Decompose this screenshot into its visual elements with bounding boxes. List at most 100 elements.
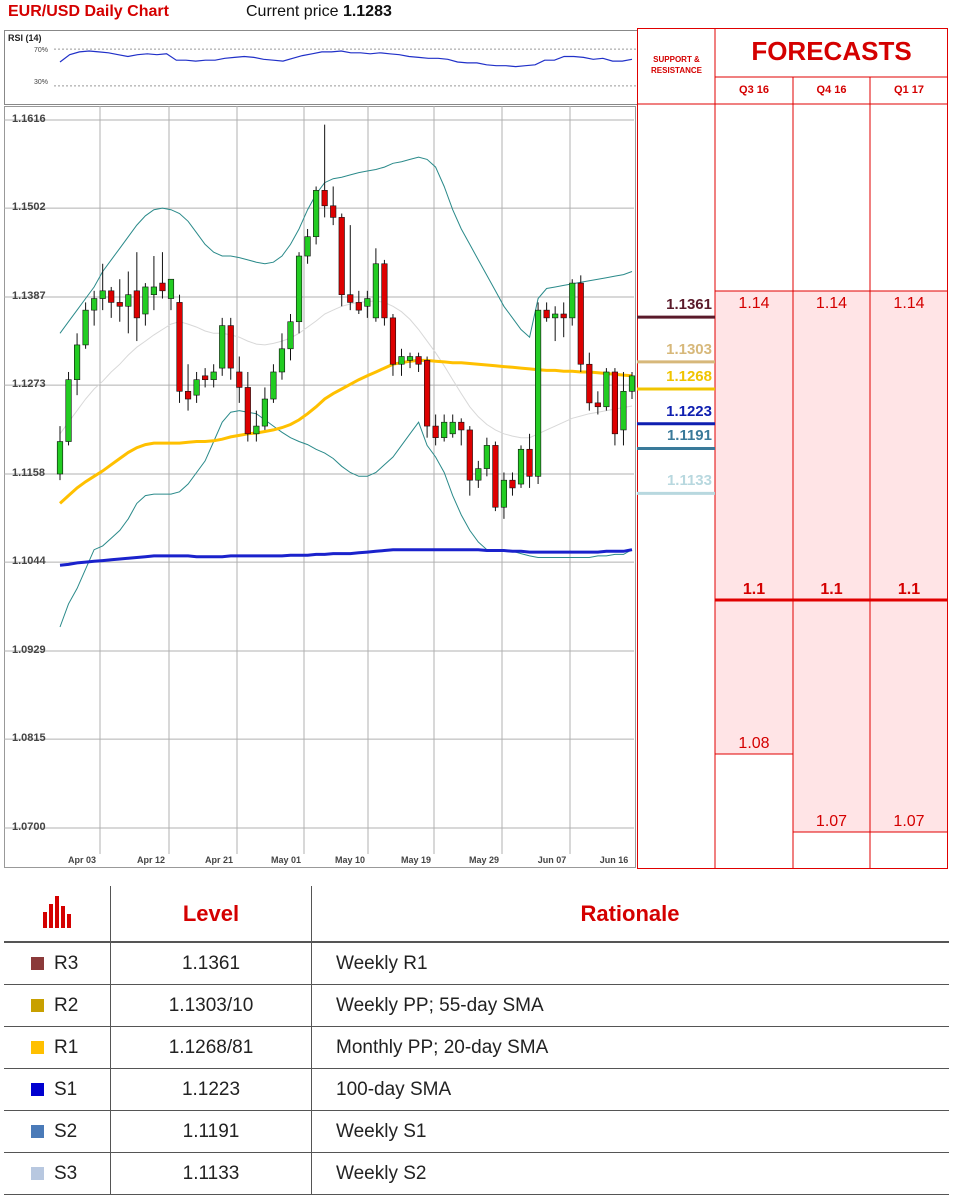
level-color-swatch: [31, 956, 44, 970]
level-rationale: Weekly S2: [311, 1152, 949, 1195]
candle-body: [210, 371, 217, 381]
candle-body: [432, 425, 439, 438]
bollinger-lower-line: [59, 410, 633, 628]
candle-body: [142, 286, 149, 315]
candle-body: [108, 290, 115, 303]
y-tick-label: 1.1502: [12, 201, 46, 213]
candle-body: [321, 190, 328, 207]
candle-body: [372, 263, 379, 319]
level-value: 1.1268/81: [110, 1026, 312, 1069]
table-row: S1 1.1223 100-day SMA: [4, 1068, 949, 1111]
level-value: 1.1223: [110, 1068, 312, 1111]
level-value: 1.1191: [110, 1110, 312, 1153]
candle-body: [441, 421, 448, 438]
candle-body: [125, 294, 132, 307]
candle-body: [509, 479, 516, 489]
rationale-header: Rationale: [311, 886, 949, 943]
candle-body: [526, 448, 533, 477]
y-tick-label: 1.1044: [12, 555, 47, 567]
sr-level-label: 1.1223: [666, 402, 712, 420]
candle-body: [56, 441, 64, 475]
table-row: R1 1.1268/81 Monthly PP; 20-day SMA: [4, 1026, 949, 1069]
candle-body: [466, 429, 473, 481]
level-name-cell: R1: [4, 1026, 111, 1069]
candle-body: [586, 363, 593, 404]
level-name-cell: S3: [4, 1152, 111, 1195]
y-tick-label: 1.1273: [12, 378, 46, 390]
level-name: S2: [54, 1120, 78, 1142]
forecast-q1-low: 1.07: [893, 813, 925, 830]
candle-body: [244, 387, 251, 435]
forecast-q3-top: 1.14: [738, 295, 770, 312]
current-price: Current price 1.1283: [246, 3, 392, 21]
chart-title: EUR/USD Daily Chart: [8, 3, 169, 20]
rsi-panel: [4, 30, 638, 105]
forecast-q4-mid: 1.1: [820, 581, 843, 598]
forecasts-title-text: FORECASTS: [751, 36, 912, 66]
candle-body: [184, 390, 192, 400]
candle-body: [193, 379, 200, 396]
y-tick-label: 1.1616: [12, 113, 46, 125]
candle-body: [278, 348, 286, 373]
candle-body: [483, 445, 490, 469]
forecast-q1-mid: 1.1: [897, 581, 921, 598]
level-rationale: Monthly PP; 20-day SMA: [311, 1026, 949, 1069]
x-tick-label: Jun 16: [600, 855, 629, 865]
forecast-q4-top: 1.14: [815, 295, 848, 312]
x-tick-label: May 10: [335, 855, 365, 865]
level-name-cell: R3: [4, 942, 111, 985]
candle-body: [270, 371, 277, 400]
level-value: 1.1303/10: [110, 984, 312, 1027]
level-name: R3: [54, 952, 79, 974]
candle-body: [304, 236, 311, 257]
candle-body: [415, 356, 422, 365]
candle-body: [475, 468, 482, 481]
forecasts-title: FORECASTS: [715, 36, 948, 67]
level-color-swatch: [31, 1124, 44, 1138]
candle-body: [150, 286, 157, 295]
candle-body: [458, 421, 465, 431]
candle-body: [364, 298, 371, 307]
sr-level-label: 1.1303: [666, 340, 712, 358]
quarter-q1: Q1 17: [894, 84, 924, 96]
table-row: R2 1.1303/10 Weekly PP; 55-day SMA: [4, 984, 949, 1027]
candle-body: [449, 421, 456, 435]
candle-body: [159, 282, 166, 292]
x-tick-label: Apr 03: [68, 855, 96, 865]
level-name: R1: [54, 1036, 79, 1058]
x-tick-label: May 29: [469, 855, 499, 865]
x-tick-label: Apr 12: [137, 855, 165, 865]
candle-body: [227, 325, 234, 369]
candle-body: [355, 302, 362, 311]
price-chart: 1.1616 1.1502 1.1387 1.1273 1.1158 1.1044 1.09…: [4, 106, 636, 868]
candle-body: [517, 448, 525, 485]
sr-level-label: 1.1191: [666, 427, 712, 445]
candle-body: [398, 356, 405, 365]
rsi-level-low: 30%: [34, 79, 49, 86]
rsi-title: RSI (14): [8, 33, 42, 43]
candle-body: [406, 356, 414, 361]
y-tick-label: 1.0700: [12, 821, 46, 833]
sr-level-label: 1.1268: [666, 367, 712, 385]
rsi-plot: [54, 48, 636, 87]
table-row: S2 1.1191 Weekly S1: [4, 1110, 949, 1153]
candle-body: [603, 371, 610, 408]
x-tick-label: Jun 07: [538, 855, 567, 865]
candle-body: [389, 317, 397, 365]
candle-body: [611, 371, 619, 435]
forecast-q3-low: 1.08: [738, 735, 770, 752]
levels-table: Level Rationale R3 1.1361 Weekly R1 R2 1.130…: [4, 886, 949, 1195]
level-name-cell: R2: [4, 984, 111, 1027]
candle-body: [560, 313, 567, 319]
level-rationale: Weekly S1: [311, 1110, 949, 1153]
y-tick-label: 1.1387: [12, 290, 46, 302]
candle-body: [620, 390, 627, 431]
level-value: 1.1133: [110, 1152, 312, 1195]
level-color-swatch: [31, 998, 44, 1012]
candle-body: [594, 402, 601, 408]
level-value: 1.1361: [110, 942, 312, 985]
candle-body: [219, 325, 226, 369]
level-name-cell: S1: [4, 1068, 111, 1111]
table-header-row: Level Rationale: [4, 886, 949, 943]
candle-body: [176, 302, 183, 392]
